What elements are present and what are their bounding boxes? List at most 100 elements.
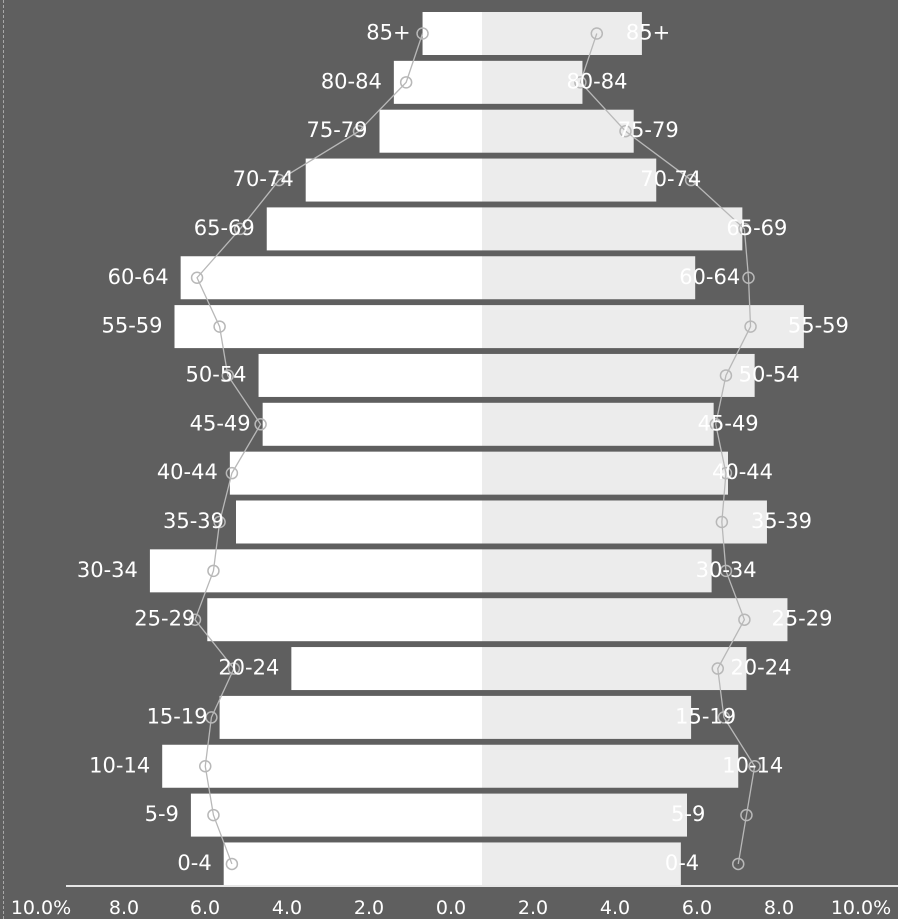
bar-left-55-59 [174,305,482,349]
category-label-right: 60-64 [679,265,740,289]
bar-left-85+ [422,12,482,55]
bar-right-40-44 [482,451,728,495]
category-label-right: 40-44 [712,460,773,484]
x-tick-label: 8.0 [109,897,139,919]
marker-left-75-79 [352,124,366,138]
category-label-left: 15-19 [147,704,208,728]
bar-left-75-79 [379,109,482,153]
category-label-right: 85+ [626,21,670,45]
labels-group: 85+ 85+ 80-84 80-84 75-79 75-79 70-74 70-74 65-6… [77,21,849,875]
marker-right-0-4 [732,857,745,871]
category-label-left: 5-9 [145,802,179,826]
marker-left-10-14 [199,760,212,773]
marker-right-15-19 [717,711,731,724]
bar-left-70-74 [305,158,482,202]
x-tick-label: 8.0 [764,897,794,919]
x-tick-label: 10.0% [831,897,891,919]
marker-left-5-9 [207,808,220,822]
bar-left-15-19 [219,695,482,739]
bar-right-70-74 [482,158,657,202]
bar-right-80-84 [482,60,583,104]
marker-right-45-49 [709,418,722,431]
bar-right-65-69 [482,207,743,251]
marker-left-0-4 [225,857,239,871]
category-label-left: 10-14 [89,753,150,777]
marker-right-85+ [590,27,604,40]
bar-left-80-84 [393,60,482,104]
marker-left-30-34 [207,564,220,578]
markers-group [188,27,761,871]
bar-left-25-29 [207,598,483,642]
marker-left-65-69 [233,222,247,236]
bar-right-30-34 [482,549,712,593]
marker-right-25-29 [738,613,751,626]
marker-left-70-74 [272,173,286,187]
bar-left-65-69 [266,207,482,251]
x-axis: 10.0% 8.0 6.0 4.0 2.0 0.0 2.0 4.0 6.0 8.0 10.0% [11,885,898,919]
marker-left-50-54 [221,369,235,382]
category-label-left: 80-84 [321,69,382,93]
marker-right-80-84 [574,76,587,89]
category-label-right: 75-79 [618,118,679,142]
bar-left-20-24 [291,647,482,691]
bar-left-5-9 [190,793,482,837]
category-label-left: 70-74 [233,167,294,191]
marker-right-70-74 [684,173,698,187]
marker-left-15-19 [205,711,218,724]
x-tick-label: 6.0 [682,897,712,919]
bar-right-5-9 [482,793,687,837]
marker-right-40-44 [719,466,733,480]
x-tick-label: 2.0 [518,897,548,919]
bar-right-20-24 [482,647,747,691]
category-label-right: 70-74 [640,167,701,191]
marker-line-right [579,33,756,865]
category-label-left: 0-4 [177,851,211,875]
x-tick-label: 0.0 [436,897,466,919]
category-label-right: 30-34 [696,558,757,582]
marker-right-60-64 [742,271,755,284]
marker-right-20-24 [711,662,724,675]
marker-left-35-39 [213,515,226,529]
bar-left-10-14 [162,744,482,788]
bar-left-35-39 [236,500,482,544]
bar-right-10-14 [482,744,739,788]
bar-left-45-49 [262,402,482,446]
category-label-right: 80-84 [566,69,627,93]
category-label-left: 75-79 [306,118,367,142]
category-label-right: 15-19 [675,704,736,728]
category-label-left: 20-24 [218,656,279,680]
bar-right-50-54 [482,353,755,397]
bar-right-60-64 [482,256,696,300]
x-tick-label: 4.0 [600,897,630,919]
bar-right-35-39 [482,500,767,544]
category-label-left: 35-39 [163,509,224,533]
marker-line-left [194,33,424,865]
bar-right-45-49 [482,402,714,446]
left-border-dashed [3,0,4,919]
marker-right-75-79 [619,124,632,138]
category-label-right: 35-39 [751,509,812,533]
category-label-right: 0-4 [665,851,699,875]
marker-right-30-34 [719,564,733,578]
marker-left-20-24 [227,662,241,675]
category-label-left: 40-44 [157,460,218,484]
marker-right-35-39 [715,515,729,529]
marker-left-85+ [416,27,429,40]
marker-left-55-59 [213,320,226,333]
marker-left-45-49 [254,418,267,431]
category-label-left: 30-34 [77,558,138,582]
category-label-right: 10-14 [722,753,783,777]
marker-right-50-54 [719,369,733,382]
x-tick-label: 2.0 [354,897,384,919]
bar-right-85+ [482,12,642,55]
category-label-right: 25-29 [771,607,832,631]
category-label-left: 45-49 [190,411,251,435]
category-label-left: 85+ [366,21,410,45]
category-label-right: 45-49 [698,411,759,435]
category-label-right: 20-24 [730,656,791,680]
category-label-left: 25-29 [134,607,195,631]
bar-right-75-79 [482,109,634,153]
bar-left-60-64 [180,256,482,300]
marker-left-60-64 [190,271,204,284]
